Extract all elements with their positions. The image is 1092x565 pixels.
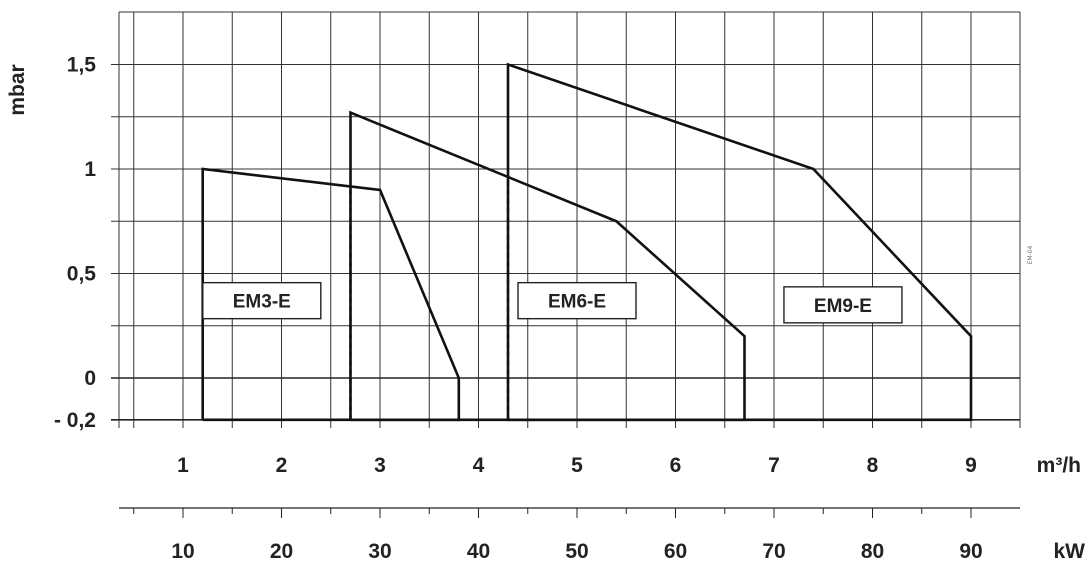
y-tick-label: 1,5: [67, 54, 97, 77]
x-tick-label-power: 80: [861, 540, 884, 563]
x-tick-label-power: 50: [565, 540, 588, 563]
label-em6-e: EM6-E: [548, 292, 606, 313]
x-tick-label-power: 20: [270, 540, 293, 563]
x-tick-label-flow: 9: [965, 454, 977, 477]
x-tick-label-flow: 1: [177, 454, 189, 477]
x-tick-label-power: 70: [762, 540, 785, 563]
labels: - 0,2 0 0,5 1 1,5 1 2 3 4 5 6 7 8 9 10 20 30 40 50 60 70 80 90…: [54, 54, 983, 564]
curves: [201, 62, 973, 422]
y-tick-label: - 0,2: [54, 409, 96, 432]
label-box-em9-e: [783, 286, 903, 324]
y-tick-label: 1: [84, 158, 96, 181]
x-axis-label-power: kW: [1054, 540, 1086, 563]
x-tick-label-flow: 7: [768, 454, 780, 477]
x-tick-label-power: 30: [368, 540, 391, 563]
x-tick-label-power: 10: [171, 540, 194, 563]
x-tick-label-flow: 3: [374, 454, 386, 477]
curve-em9-e: [506, 62, 973, 422]
x-tick-label-flow: 8: [867, 454, 879, 477]
x-tick-label-power: 40: [467, 540, 490, 563]
x-tick-label-flow: 6: [670, 454, 682, 477]
label-box-em3-e: [202, 281, 322, 320]
x-tick-label-flow: 2: [276, 454, 288, 477]
x-tick-label-flow: 4: [473, 454, 485, 477]
x-tick-label-power: 60: [664, 540, 687, 563]
label-box-em6-e: [517, 281, 637, 320]
x-axis-label-flow: m³/h: [1037, 454, 1081, 477]
document-stamp: EM-04: [1027, 245, 1034, 264]
x-tick-label-flow: 5: [571, 454, 583, 477]
curve-em6-e: [349, 110, 746, 422]
y-axis-label: mbar: [6, 64, 29, 115]
y-tick-label: 0: [84, 367, 96, 390]
y-tick-label: 0,5: [67, 263, 97, 286]
label-em9-e: EM9-E: [814, 296, 872, 317]
grid: [111, 11, 1021, 518]
label-em3-e: EM3-E: [233, 292, 291, 313]
x-tick-label-power: 90: [959, 540, 982, 563]
